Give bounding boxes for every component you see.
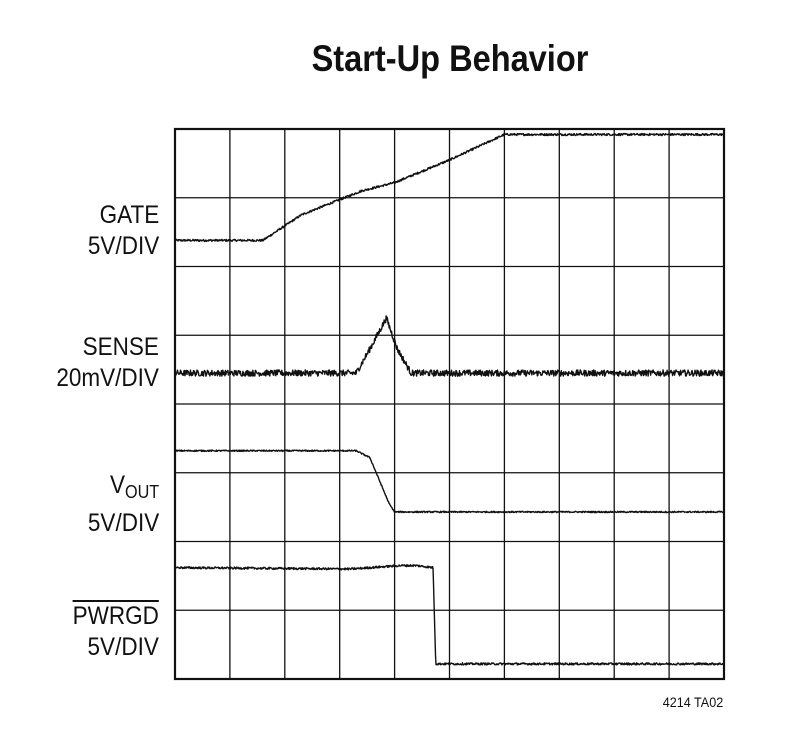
gate-label: GATE 5V/DIV [88,200,159,262]
gate-scale: 5V/DIV [87,232,159,260]
vout-label: VOUT 5V/DIV [88,470,159,539]
vout-scale: 5V/DIV [87,509,159,537]
pwrgd-scale: 5V/DIV [87,633,159,661]
sense-scale: 20mV/DIV [56,364,159,392]
pwrgd-label: PWRGD 5V/DIV [73,601,159,663]
plot-frame [173,127,726,681]
gate-name: GATE [99,201,159,229]
figure-id: 4214 TA02 [662,694,723,710]
vout-name: VOUT [88,470,159,508]
chart-title: Start-Up Behavior [311,38,589,79]
pwrgd-name: PWRGD [72,602,159,630]
vout-name-main: V [109,471,125,499]
trace-vout [174,449,725,514]
sense-label: SENSE 20mV/DIV [56,332,159,394]
trace-pwrgd [174,563,725,666]
sense-name: SENSE [82,333,159,361]
trace-gate [174,132,725,243]
trace-sense [174,315,725,377]
vout-name-sub: OUT [124,482,159,502]
